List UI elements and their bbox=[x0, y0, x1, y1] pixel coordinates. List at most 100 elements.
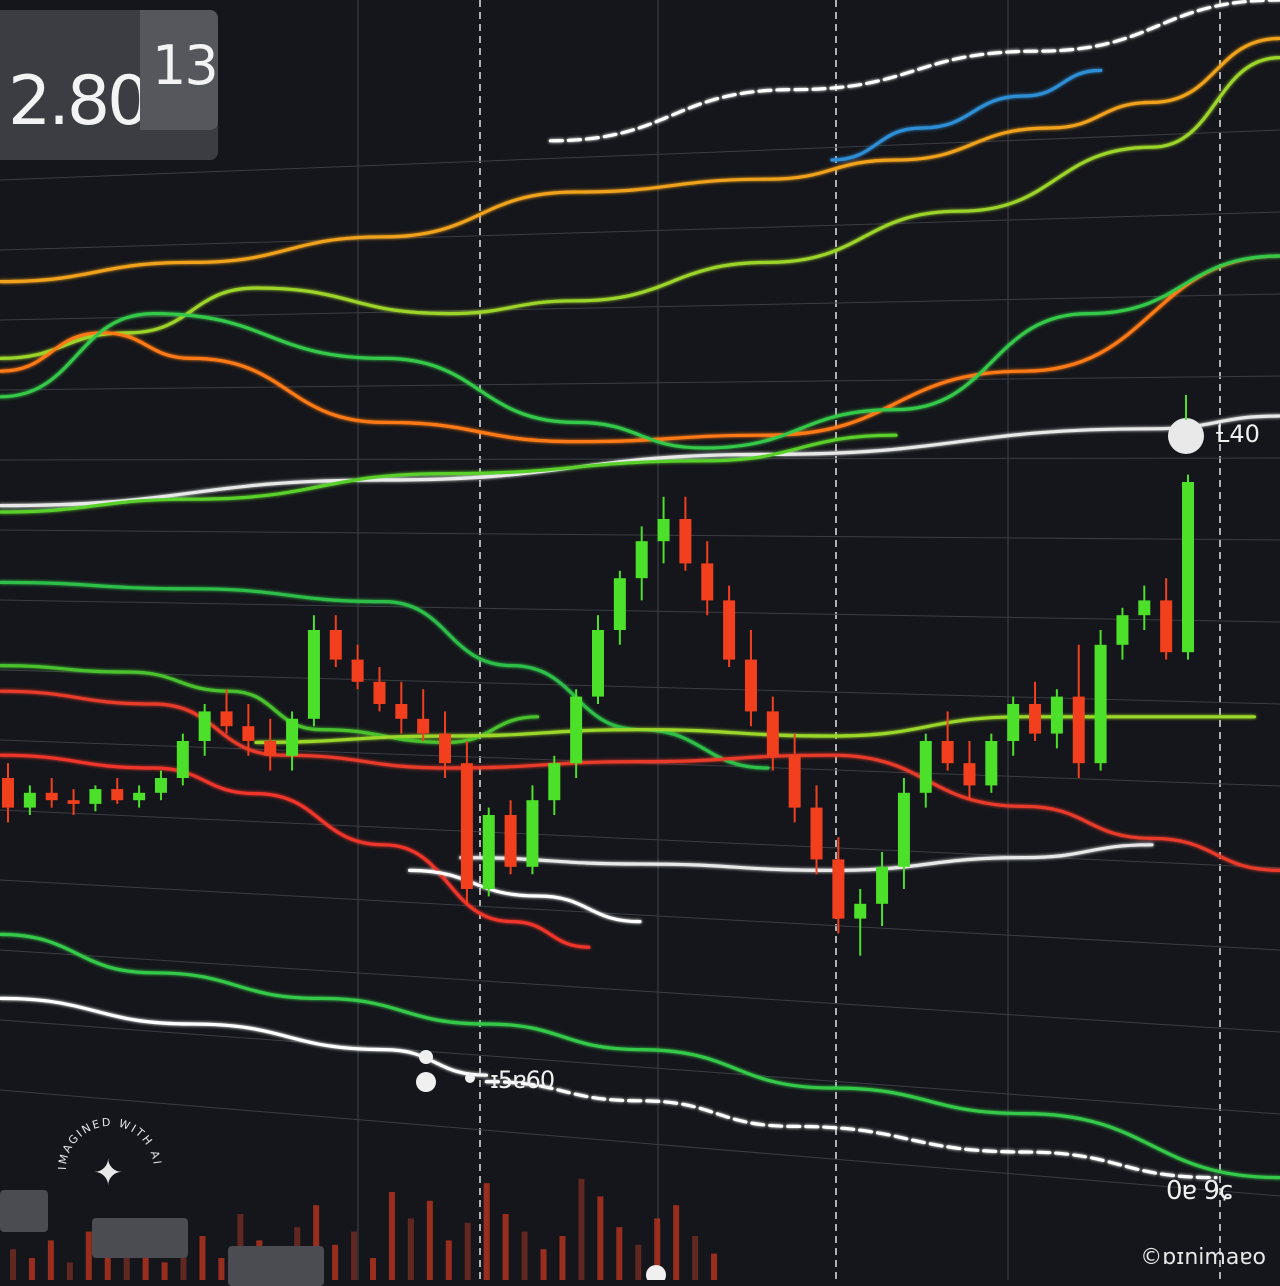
candle-body bbox=[1007, 704, 1020, 741]
candle-body bbox=[919, 741, 932, 793]
candle-body bbox=[482, 815, 495, 889]
volume-bar bbox=[540, 1249, 547, 1280]
grid-hline bbox=[0, 1019, 1280, 1115]
candle-body bbox=[1138, 600, 1151, 616]
candle-body bbox=[526, 800, 539, 867]
candles bbox=[2, 474, 1194, 956]
watermark: IMAGINED WITH AI ✦ bbox=[55, 1115, 165, 1225]
candle-body bbox=[570, 696, 583, 764]
candle-body bbox=[548, 763, 561, 801]
candle-body bbox=[876, 866, 889, 904]
level-label-upper: Ƚ40 bbox=[1216, 420, 1260, 448]
candle-body bbox=[67, 800, 80, 804]
volume-bar bbox=[483, 1183, 490, 1280]
candle-body bbox=[1116, 615, 1129, 645]
candle-body bbox=[111, 789, 124, 801]
series-line bbox=[0, 433, 898, 514]
candle-body bbox=[439, 733, 452, 764]
candle-body bbox=[460, 763, 473, 889]
candle-body bbox=[744, 659, 757, 712]
grid-hline bbox=[0, 879, 1280, 951]
volume-bar bbox=[180, 1249, 187, 1280]
grid-hline bbox=[0, 529, 1280, 541]
price-marker-dot bbox=[1168, 418, 1204, 454]
candle-body bbox=[2, 778, 14, 808]
volume-bar bbox=[502, 1214, 509, 1280]
sparkle-icon: ✦ bbox=[93, 1153, 124, 1194]
bottom-tab-3 bbox=[228, 1246, 324, 1286]
volume-bar bbox=[711, 1253, 718, 1280]
candle-body bbox=[963, 763, 976, 786]
price-badge-sub: 13 bbox=[140, 10, 219, 130]
volume-bar bbox=[616, 1227, 623, 1280]
candle-body bbox=[1182, 482, 1194, 653]
volume-bar bbox=[123, 1244, 130, 1280]
candle-body bbox=[788, 755, 801, 808]
candle-body bbox=[89, 789, 102, 804]
candle-body bbox=[220, 711, 233, 727]
volume-bar bbox=[218, 1258, 225, 1280]
series-line bbox=[408, 868, 642, 924]
volume-bar bbox=[673, 1205, 680, 1280]
series-line bbox=[459, 843, 1154, 873]
volume-bar bbox=[597, 1196, 604, 1280]
candle-body bbox=[854, 903, 867, 919]
candle-body bbox=[723, 600, 736, 660]
volume-bar bbox=[332, 1244, 339, 1280]
small-dot bbox=[419, 1050, 433, 1064]
candle-body bbox=[504, 815, 517, 867]
volume-bar bbox=[692, 1236, 699, 1280]
volume-bar bbox=[578, 1178, 585, 1280]
volume-bar bbox=[10, 1249, 16, 1280]
series-line bbox=[548, 0, 1280, 143]
price-badge: 2.80. 13 bbox=[0, 10, 219, 160]
grid-hline bbox=[0, 129, 1280, 181]
volume-bar bbox=[199, 1236, 206, 1280]
volume-bar bbox=[85, 1231, 92, 1280]
volume-bar bbox=[47, 1240, 54, 1280]
volume-bar bbox=[464, 1222, 471, 1280]
candle-body bbox=[417, 718, 430, 734]
candle-body bbox=[613, 578, 626, 630]
series-line bbox=[484, 1080, 1218, 1180]
volume-bar bbox=[313, 1205, 320, 1280]
candle-body bbox=[657, 519, 670, 542]
candle-body bbox=[941, 741, 954, 764]
small-dot bbox=[465, 1073, 475, 1083]
bottom-tab-1 bbox=[0, 1190, 48, 1232]
small-dot bbox=[646, 1265, 666, 1280]
grid-hline bbox=[0, 1089, 1280, 1197]
grid-hline bbox=[0, 375, 1280, 391]
grid-hline bbox=[0, 599, 1280, 623]
series-line bbox=[0, 254, 1280, 450]
candle-body bbox=[1029, 704, 1042, 734]
credit-text: ©ɒɪnimaɐo bbox=[1140, 1245, 1266, 1270]
series-line bbox=[0, 414, 1280, 508]
series-line bbox=[0, 36, 1280, 284]
candle-body bbox=[701, 563, 714, 601]
volume-bar bbox=[28, 1258, 35, 1280]
grid-hline bbox=[0, 949, 1280, 1033]
series-line bbox=[830, 68, 1103, 162]
level-label-bottom-right: 0ɐ 9ɕ bbox=[1166, 1176, 1233, 1206]
candle-body bbox=[373, 681, 386, 704]
grid-hline bbox=[0, 669, 1280, 705]
candle-body bbox=[592, 630, 604, 697]
candle-body bbox=[810, 807, 823, 860]
candle-body bbox=[766, 711, 779, 756]
series-line bbox=[0, 254, 1280, 444]
grid-hline bbox=[0, 211, 1280, 251]
grid-hline bbox=[0, 809, 1280, 869]
volume-bar bbox=[445, 1240, 452, 1280]
candle-body bbox=[1160, 600, 1173, 653]
volume-bar bbox=[351, 1231, 358, 1280]
candle-body bbox=[395, 704, 408, 719]
candle-body bbox=[286, 718, 299, 756]
candle-body bbox=[985, 741, 998, 786]
candle-body bbox=[1072, 696, 1085, 764]
volume-bar bbox=[654, 1218, 661, 1280]
small-dot bbox=[416, 1072, 436, 1092]
candle-body bbox=[154, 778, 167, 793]
